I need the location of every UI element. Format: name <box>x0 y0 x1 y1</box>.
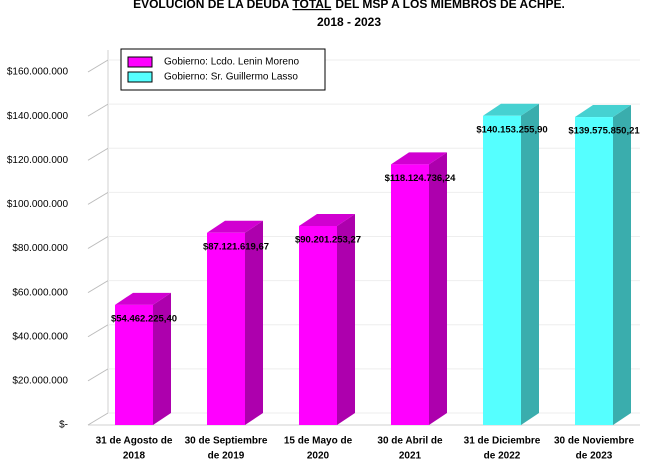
y-tick-label: $20.000.000 <box>12 376 68 387</box>
bar-top <box>207 220 263 233</box>
value-label: $118.124.736,24 <box>385 173 457 184</box>
grid-line <box>87 412 109 426</box>
y-tick-label: $- <box>59 420 68 431</box>
legend: Gobierno: Lcdo. Lenin Moreno Gobierno: Sr… <box>120 48 326 91</box>
value-label: $139.575.850,21 <box>568 126 640 137</box>
x-tick-label: de 2019 <box>208 451 245 461</box>
title-part: EVOLUCION DE LA DEUDA <box>133 0 290 11</box>
bar <box>299 225 337 425</box>
x-tick-label: 2018 <box>123 451 146 461</box>
x-tick-label: de 2022 <box>484 451 521 461</box>
title-part: DEL MSP A LOS MIEMBROS DE ACHPE. <box>335 0 565 11</box>
value-label: $87.121.619,67 <box>203 241 269 252</box>
x-tick-label: 30 de Abril de <box>377 436 443 447</box>
bar <box>115 304 153 425</box>
bar-side <box>245 220 263 425</box>
bar-top <box>115 292 171 305</box>
grid-line <box>87 324 109 338</box>
legend-swatch <box>127 56 153 68</box>
bar-side <box>521 103 539 426</box>
grid: $- $20.000.000 $40.000.000 $60.000.000 $80.0… <box>7 59 640 462</box>
value-label: $140.153.255,90 <box>476 124 547 135</box>
bar-side <box>613 105 631 425</box>
chart-subtitle: 2018 - 2023 <box>317 15 381 29</box>
bar-top <box>391 152 447 165</box>
legend-label: Gobierno: Sr. Guillermo Lasso <box>164 72 298 83</box>
bar-top <box>299 213 355 226</box>
x-tick-label: 2021 <box>399 451 422 461</box>
bar-top <box>575 105 631 118</box>
y-tick-label: $160.000.000 <box>7 67 69 78</box>
grid-line <box>87 236 109 249</box>
y-tick-label: $40.000.000 <box>12 331 68 342</box>
grid-line <box>87 59 109 73</box>
grid-line <box>87 191 109 205</box>
legend-label: Gobierno: Lcdo. Lenin Moreno <box>164 57 300 68</box>
x-tick-label: 31 de Diciembre <box>464 436 541 447</box>
grid-line <box>87 147 109 161</box>
y-tick-label: $80.000.000 <box>12 243 68 254</box>
value-label: $90.201.253,27 <box>295 235 361 246</box>
title-part: TOTAL <box>292 0 331 11</box>
value-label: $54.462.225,40 <box>111 313 177 324</box>
bar-side <box>429 152 447 425</box>
legend-box <box>120 48 326 91</box>
bar-side <box>153 292 171 425</box>
x-tick-label: 31 de Agosto de <box>96 436 173 447</box>
y-tick-label: $60.000.000 <box>12 287 68 298</box>
chart-title: EVOLUCION DE LA DEUDA TOTAL DEL MSP A LOS … <box>133 0 565 11</box>
x-tick-label: 30 de Noviembre <box>554 436 634 447</box>
y-tick-label: $100.000.000 <box>7 199 69 210</box>
bar <box>207 232 245 425</box>
bars: $54.462.225,40 $87.121.619,67 $90.201.253,… <box>111 103 640 426</box>
x-tick-label: de 2023 <box>576 451 613 461</box>
legend-swatch <box>127 71 153 83</box>
x-tick-label: 2020 <box>307 451 330 461</box>
y-tick-label: $120.000.000 <box>7 155 69 166</box>
bar <box>391 164 429 425</box>
y-tick-label: $140.000.000 <box>7 111 69 122</box>
bar <box>483 115 521 426</box>
bar-top <box>483 103 539 116</box>
x-tick-label: 15 de Mayo de <box>284 436 353 447</box>
bar-side <box>337 213 355 425</box>
grid-line <box>87 103 109 117</box>
grid-line <box>87 280 109 294</box>
bar <box>575 117 613 425</box>
grid-line <box>87 368 109 382</box>
x-tick-label: 30 de Septiembre <box>185 436 268 447</box>
